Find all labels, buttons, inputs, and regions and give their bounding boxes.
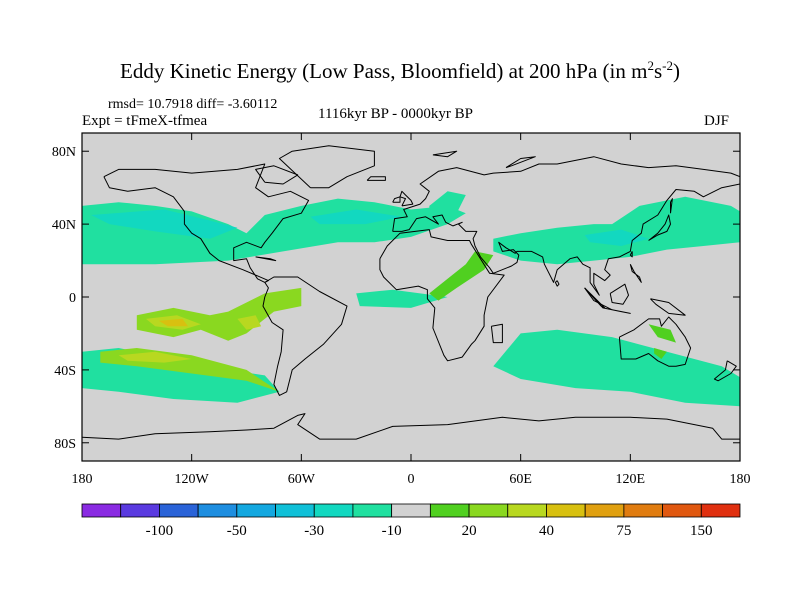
colorbar-swatch [197,503,238,518]
y-tick-label: 40N [52,218,76,233]
colorbar: -100 -50 -30 -10 20 40 75 150 [81,503,741,539]
title-superscript-1: 2 [647,58,654,73]
coastline-borneo [609,283,629,305]
region-tropical-pacific-core [158,318,188,327]
region-andes-yellow [237,315,262,330]
colorbar-swatch [275,503,315,518]
title-close-paren: ) [672,59,680,83]
title-superscript-2: -2 [662,58,673,73]
colorbar-swatch [623,503,663,518]
colorbar-swatch [391,503,431,518]
x-tick-label: 180 [730,472,751,487]
coastline-philippines [629,263,642,283]
colorbar-swatch [662,503,702,518]
experiment-label: Expt = tFmeX-tfmea [82,113,208,129]
region-n-asia-band [429,191,466,221]
coastline-iceland [366,176,386,181]
coastline-svalbard [432,150,458,158]
coastline-eurasia [392,156,740,296]
axes: 180 120W 60W 0 60E 120E 180 80N 40N 0 40S 80S [52,133,751,487]
colorbar-label: -100 [146,523,174,539]
colorbar-swatch [313,503,354,518]
period-label: 1116kyr BP - 0000kyr BP [318,106,474,122]
region-n-pacific-core [91,209,238,239]
coastline-uk [399,190,414,207]
region-africa-green [429,251,494,301]
coastline-novaya-zemlya [505,156,536,169]
colorbar-swatch [159,503,199,518]
coastline-madagascar [490,323,503,344]
region-eq-east-patch [356,289,448,308]
colorbar-label: 150 [690,523,713,539]
title-main-text: Eddy Kinetic Energy (Low Pass, Bloomfiel… [120,59,648,83]
contour-regions [82,191,740,407]
colorbar-swatch [236,503,276,518]
coastline-new-guinea [650,298,686,316]
y-tick-label: 0 [69,291,76,306]
coastline-sakhalin [670,198,673,214]
y-tick-label: 80N [52,145,76,160]
region-australia-green [648,324,676,343]
colorbar-swatch [507,503,547,518]
coastline-greenland [278,145,375,189]
colorbar-swatch [584,503,625,518]
colorbar-label: 20 [462,523,477,539]
y-tick-label: 40S [54,364,76,379]
coastline-new-zealand [713,360,737,382]
chart-title: Eddy Kinetic Energy (Low Pass, Bloomfiel… [0,58,800,84]
colorbar-swatch [352,503,393,518]
coastlines [82,145,740,440]
colorbar-label: -30 [304,523,324,539]
x-tick-label: 120W [175,472,210,487]
colorbar-label: 75 [616,523,631,539]
colorbar-swatch [120,503,160,518]
x-tick-label: 60E [509,472,532,487]
title-unit-s: s [653,59,663,83]
coastline-baffin [255,165,299,185]
colorbar-swatch [468,503,509,518]
x-tick-label: 60W [288,472,316,487]
coastline-antarctica [82,413,740,440]
region-australia-green-2 [654,348,667,359]
y-tick-label: 80S [54,437,76,452]
coastline-sumatra [584,287,606,309]
season-label: DJF [704,113,730,129]
coastline-taiwan [629,251,633,258]
coastline-north-america [103,163,310,283]
colorbar-label: 40 [539,523,554,539]
coastline-australia [618,316,692,367]
coastline-cuba [255,256,277,262]
region-atlantic-core [310,209,402,225]
coastline-africa [379,229,505,362]
colorbar-label: -10 [382,523,402,539]
coastline-indonesia [584,287,631,314]
x-tick-label: 0 [408,472,415,487]
region-indian-ocean-band [493,329,740,407]
stats-label: rmsd= 10.7918 diff= -3.60112 [108,97,278,112]
coastline-ireland [392,196,401,203]
x-tick-label: 180 [72,472,93,487]
colorbar-swatch [429,503,470,518]
region-asia-core [584,229,649,246]
colorbar-label: -50 [227,523,247,539]
coastline-sri-lanka [554,280,560,287]
colorbar-swatch [546,503,586,518]
coastline-japan [648,214,671,241]
colorbar-swatch [700,503,741,518]
x-tick-label: 120E [616,472,646,487]
coastline-south-america [262,276,348,396]
region-s-pacific-yellow [118,351,192,363]
colorbar-swatch [81,503,122,518]
